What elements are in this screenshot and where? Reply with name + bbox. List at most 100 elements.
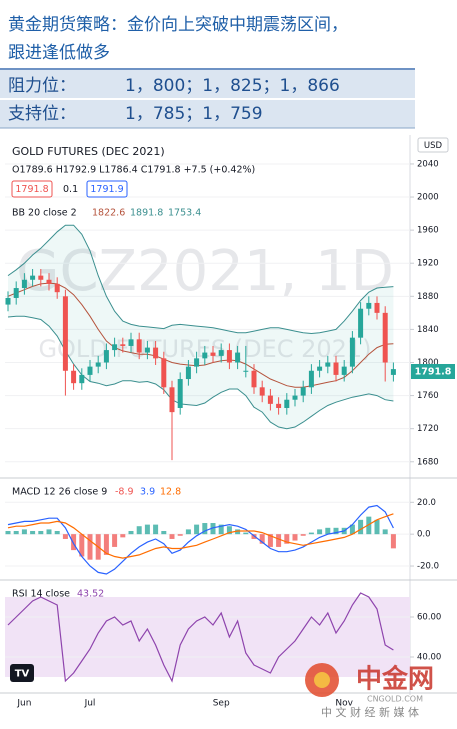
currency: USD xyxy=(424,141,443,151)
candle-body xyxy=(390,369,396,375)
header-title: 黄金期货策略：金价向上突破中期震荡区间， xyxy=(8,15,348,35)
histogram-bar xyxy=(366,516,372,535)
histogram-bar xyxy=(300,534,306,536)
candle-body xyxy=(382,312,388,363)
x-tick-label: Jun xyxy=(16,699,31,709)
last-price: 1791.8 xyxy=(415,367,452,378)
tv-logo xyxy=(10,664,34,682)
y-tick-label: 60.00 xyxy=(417,613,441,623)
bb-value: 1753.4 xyxy=(168,208,201,219)
histogram-bar xyxy=(194,524,200,535)
histogram-bar xyxy=(38,530,44,535)
histogram-bar xyxy=(251,534,257,539)
bb-lower xyxy=(7,315,394,430)
candle-body xyxy=(226,350,232,363)
rsi-band xyxy=(5,597,410,677)
y-tick-label: 2040 xyxy=(417,159,439,169)
watermark: GCZ2021, 1D xyxy=(16,239,394,304)
candle-body xyxy=(251,370,257,388)
histogram-bar xyxy=(120,534,126,538)
y-tick-label: 1960 xyxy=(417,226,439,236)
histogram-bar xyxy=(177,534,183,536)
candle-body xyxy=(128,339,134,346)
histogram-bar xyxy=(30,530,36,535)
histogram-bar xyxy=(185,529,191,535)
histogram-bar xyxy=(46,529,52,535)
y-tick-label: 1840 xyxy=(417,325,439,335)
price-tag xyxy=(411,364,455,379)
histogram-bar xyxy=(210,523,216,535)
histogram-bar xyxy=(333,527,339,535)
histogram-bar xyxy=(161,530,167,535)
candle-body xyxy=(276,403,282,408)
bb-legend: BB 20 close 2 xyxy=(12,208,77,219)
candle-body xyxy=(358,308,364,338)
histogram-bar xyxy=(112,534,118,547)
histogram-bar xyxy=(128,530,134,535)
y-tick-label: 40.00 xyxy=(417,653,441,663)
bb-value: 1822.6 xyxy=(92,208,125,219)
candle-body xyxy=(259,387,265,396)
histogram-bar xyxy=(79,534,85,557)
histogram-bar xyxy=(308,532,314,535)
y-tick-label: 1760 xyxy=(417,391,439,401)
candle-body xyxy=(235,352,241,363)
candle-body xyxy=(177,379,183,408)
histogram-bar xyxy=(243,532,249,535)
row-value: 1，800；1，825；1，866 xyxy=(125,76,340,96)
histogram-bar xyxy=(54,530,60,535)
histogram-bar xyxy=(5,530,11,535)
candle-body xyxy=(112,344,118,351)
row-label: 支持位： xyxy=(8,104,76,124)
signal-line xyxy=(7,513,394,559)
candle-body xyxy=(13,288,19,298)
candle-body xyxy=(71,370,77,384)
bid: 1791.8 xyxy=(15,184,48,195)
rsi-line xyxy=(7,592,394,683)
spread: 0.1 xyxy=(63,184,78,195)
y-tick-label: 20.0 xyxy=(417,498,436,508)
candle-body xyxy=(185,366,191,380)
histogram-bar xyxy=(226,526,232,535)
candle-body xyxy=(341,366,347,375)
histogram-bar xyxy=(292,534,298,541)
bb-upper xyxy=(7,224,394,335)
histogram-bar xyxy=(358,519,364,535)
y-tick-label: 2000 xyxy=(417,193,439,203)
candle-body xyxy=(21,279,27,289)
y-tick-label: -20.0 xyxy=(417,562,439,572)
candle-body xyxy=(194,358,200,367)
candle-body xyxy=(87,366,93,375)
candle-body xyxy=(95,362,101,367)
candle-body xyxy=(161,358,167,388)
x-tick-label: Nov xyxy=(335,699,353,709)
macd-value: 3.9 xyxy=(140,487,155,498)
histogram-bar xyxy=(382,529,388,535)
candle-body xyxy=(325,362,331,367)
histogram-bar xyxy=(62,534,68,539)
candle-body xyxy=(62,296,68,371)
candle-body xyxy=(317,366,323,371)
candle-body xyxy=(267,395,273,404)
macd-legend: MACD 12 26 close 9 xyxy=(12,487,107,498)
histogram-bar xyxy=(390,534,396,549)
macd-value: -8.9 xyxy=(115,487,134,498)
candle-body xyxy=(202,352,208,359)
candle-body xyxy=(5,297,11,305)
x-tick-label: Sep xyxy=(213,699,230,709)
candle-body xyxy=(54,283,60,293)
histogram-bar xyxy=(136,526,142,535)
candle-body xyxy=(136,339,142,353)
macd-line xyxy=(7,504,394,575)
y-tick-label: 1680 xyxy=(417,457,439,467)
candle-body xyxy=(144,347,150,353)
candle-body xyxy=(333,362,339,375)
candle-body xyxy=(153,347,159,359)
histogram-bar xyxy=(87,534,93,560)
ask: 1791.9 xyxy=(90,184,123,195)
y-tick-label: 0.0 xyxy=(417,530,431,540)
histogram-bar xyxy=(144,524,150,535)
y-tick-label: 1800 xyxy=(417,358,439,368)
candle-body xyxy=(46,279,52,284)
